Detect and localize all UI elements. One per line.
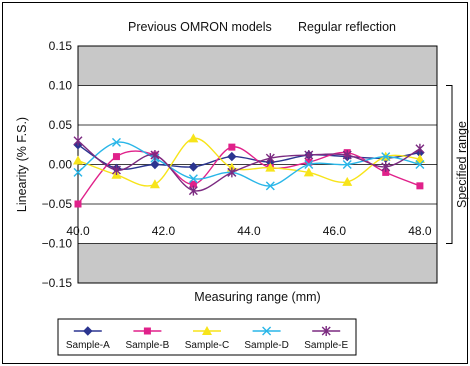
series-line (77, 144, 421, 170)
legend-item-sample-d: Sample-D (244, 326, 289, 351)
data-point (382, 168, 390, 176)
series-group (73, 133, 425, 208)
y-tick-label: 0.00 (49, 158, 73, 172)
data-point (73, 155, 83, 165)
data-point (265, 162, 276, 172)
x-tick-label: 40.0 (66, 224, 90, 238)
x-axis-label: Measuring range (mm) (194, 290, 320, 304)
x-tick-label: 42.0 (152, 224, 176, 238)
legend-item-sample-e: Sample-E (304, 326, 348, 351)
data-point (414, 153, 425, 163)
data-point (342, 176, 353, 186)
y-tick-label: −0.05 (42, 197, 73, 211)
data-point (305, 158, 313, 166)
legend-label: Sample-E (304, 340, 348, 351)
data-point (415, 160, 425, 169)
series-sample-e (73, 135, 425, 196)
legend-marker (262, 326, 272, 336)
data-point (111, 165, 121, 176)
legend-item-sample-b: Sample-B (125, 327, 170, 351)
x-tick-label: 48.0 (408, 224, 432, 238)
axes: 0.15 0.10 0.05 0.00 −0.05 −0.10 −0.15 40.0 42.0 4… (15, 39, 469, 304)
legend-marker (202, 326, 212, 335)
legend-item-sample-c: Sample-C (185, 326, 229, 351)
data-point (304, 160, 314, 169)
lower-out-of-range-band (78, 243, 437, 283)
series-line (77, 140, 421, 192)
legend-box (57, 318, 357, 356)
legend-label: Sample-D (244, 340, 288, 351)
data-point (265, 153, 275, 164)
legend-marker (83, 326, 93, 336)
data-point (227, 151, 237, 162)
data-point (416, 182, 424, 190)
chart-title-left: Previous OMRON models (128, 20, 272, 34)
chart-title-right: Regular reflection (298, 20, 396, 34)
legend-marker (321, 326, 331, 336)
data-point (189, 180, 197, 188)
data-point (342, 160, 352, 169)
data-point (342, 150, 352, 161)
data-point (112, 153, 120, 161)
data-point (303, 167, 314, 177)
data-point (149, 179, 160, 189)
specified-range-bracket (446, 85, 453, 244)
y-axis-label: Linearity (% F.S.) (15, 117, 29, 212)
data-point (381, 161, 391, 172)
data-point (228, 143, 236, 151)
data-point (265, 181, 275, 191)
y-tick-label: 0.15 (49, 39, 73, 53)
data-point (304, 150, 314, 161)
legend-label: Sample-C (185, 340, 229, 351)
data-point (73, 135, 83, 146)
legend: Sample-A Sample-B Sample-C Sample-D Sample-E (57, 318, 357, 356)
y-tick-label: −0.15 (42, 276, 73, 290)
y-tick-label: 0.10 (49, 79, 73, 93)
series-line (77, 141, 421, 187)
data-point (73, 167, 83, 177)
legend-item-sample-a: Sample-A (66, 326, 110, 351)
data-point (188, 174, 198, 184)
y-tick-label: −0.10 (42, 237, 73, 251)
data-point (111, 137, 121, 147)
legend-marker (143, 327, 151, 335)
x-tick-label: 46.0 (323, 224, 347, 238)
specified-range-label: Specified range (455, 121, 469, 208)
data-point (150, 159, 160, 170)
series-line (77, 146, 421, 205)
legend-label: Sample-B (125, 340, 169, 351)
plot-area (77, 45, 438, 284)
legend-label: Sample-A (66, 340, 110, 351)
data-point (150, 150, 160, 161)
x-tick-label: 44.0 (237, 224, 261, 238)
data-point (188, 162, 199, 172)
data-point (188, 185, 198, 196)
data-point (381, 152, 391, 162)
y-tick-label: 0.05 (49, 118, 73, 132)
series-line (77, 137, 420, 187)
data-point (227, 167, 237, 178)
upper-out-of-range-band (78, 46, 437, 86)
data-point (74, 200, 82, 208)
data-point (415, 143, 425, 154)
data-point (188, 133, 199, 143)
